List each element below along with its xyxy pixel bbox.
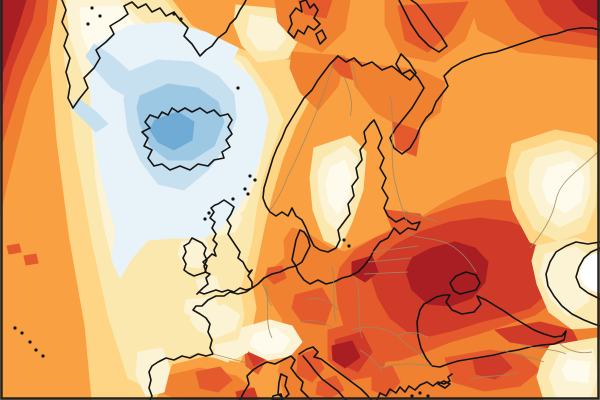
anomaly-atlantic-spot-orangered-a xyxy=(6,243,22,255)
border-norway-sweden xyxy=(269,61,335,211)
anomaly-iceland-strong-blue xyxy=(149,111,195,151)
coastline-novaya-zemlya-south xyxy=(395,53,417,81)
island-dot xyxy=(243,187,247,191)
coastline-corsica xyxy=(277,373,290,400)
island-dot xyxy=(207,211,211,215)
island-dot xyxy=(248,174,252,178)
coastline-adriatic-east xyxy=(298,346,372,400)
border-baltic-states-b xyxy=(367,257,413,263)
anomaly-southeast-white xyxy=(561,359,591,384)
island-dot xyxy=(98,14,102,18)
border-turkey-interior xyxy=(469,371,519,381)
anomaly-turkey-red xyxy=(472,354,513,380)
anomaly-svalbard-orange xyxy=(274,0,351,53)
coastline-caspian-shore xyxy=(575,247,600,300)
border-volga-kazakh xyxy=(529,149,600,249)
border-bulgaria-danube xyxy=(379,363,433,369)
border-hungary-romania xyxy=(351,326,399,337)
border-ukraine-romania xyxy=(397,335,425,359)
border-belarus-russia xyxy=(403,209,439,223)
island-dot xyxy=(253,178,257,182)
border-baltic-states-a xyxy=(371,245,419,253)
coastline-marmara xyxy=(437,380,451,389)
anomaly-caspian-cream xyxy=(539,246,592,317)
coastline-greenland xyxy=(61,0,247,109)
island-dot xyxy=(246,192,250,196)
anomaly-greenland-tip-light-blue xyxy=(71,97,109,133)
island-dot xyxy=(41,354,45,358)
anomaly-france-cream-a xyxy=(189,304,241,339)
coastline-scandinavia-baltic xyxy=(262,55,421,285)
island-dot xyxy=(236,86,240,90)
coastline-italy-east xyxy=(302,355,347,400)
border-norway-russia xyxy=(351,63,359,89)
anomaly-labrador-corner-darkred xyxy=(0,0,27,81)
border-france-germany xyxy=(265,285,273,339)
border-turkey-georgia xyxy=(559,343,593,354)
island-dot xyxy=(90,6,94,10)
anomaly-italy-orangered-b xyxy=(315,375,345,399)
border-benelux xyxy=(261,283,273,307)
coastline-caspian-lowland xyxy=(545,241,600,327)
anomaly-greece-orangered xyxy=(371,365,401,397)
anomaly-kola-whitesea-orange xyxy=(349,61,446,133)
coastline-svalbard-main xyxy=(287,0,321,39)
border-pyrenees xyxy=(212,353,252,365)
border-poland-ukraine xyxy=(355,277,363,339)
border-serbia xyxy=(359,349,383,373)
coastline-iceland xyxy=(141,107,233,171)
anomaly-ukraine-darkred-core xyxy=(405,241,489,307)
anomaly-germany-orangered xyxy=(291,287,333,326)
border-caucasus-a xyxy=(519,343,567,355)
coastline-sea-of-azov xyxy=(449,271,481,295)
coastline-mediterranean-west xyxy=(239,355,312,400)
coastline-west-europe-iberia xyxy=(148,265,297,400)
anomaly-lowcountries-orangered xyxy=(265,265,287,285)
coastline-black-sea xyxy=(416,294,567,368)
island-dot xyxy=(172,12,176,16)
island-dot xyxy=(342,238,346,242)
island-dot xyxy=(13,326,17,330)
island-dot xyxy=(410,394,414,398)
coastline-britain xyxy=(196,199,253,295)
anomaly-whitesea-orangered xyxy=(392,121,421,157)
anomaly-france-cream-b xyxy=(214,339,249,361)
island-dot xyxy=(20,331,24,335)
border-finland-russia xyxy=(389,95,408,223)
island-dot xyxy=(231,197,235,201)
island-dot xyxy=(426,394,430,398)
anomaly-atlantic-spot-orangered-b xyxy=(23,253,39,266)
island-dot xyxy=(347,244,351,248)
border-czech-austria-a xyxy=(305,298,339,311)
border-romania-north xyxy=(397,331,429,339)
island-dot xyxy=(28,340,32,344)
coastline-greece-aegean xyxy=(376,373,453,400)
coastline-denmark xyxy=(291,229,311,267)
anomaly-kara-corner-darkred xyxy=(571,0,600,23)
border-finland-sweden xyxy=(343,75,353,117)
anomaly-balkan-darkred-spot xyxy=(331,340,361,369)
anomaly-bothnia-white xyxy=(325,159,352,215)
border-germany-poland xyxy=(331,265,337,323)
island-dot xyxy=(418,391,422,395)
border-baltic-states-c xyxy=(363,271,409,275)
coastline-novaya-zemlya-north xyxy=(398,0,448,53)
border-caucasus-b xyxy=(501,349,545,363)
coastline-arctic-russia-coast xyxy=(337,27,600,155)
border-czech-austria-b xyxy=(299,319,335,331)
anomaly-alps-white xyxy=(249,327,291,355)
anomaly-spain-orangered xyxy=(195,366,233,393)
island-dot xyxy=(203,217,207,221)
coastline-svalbard-east xyxy=(315,29,327,45)
coastline-ireland xyxy=(182,237,208,277)
border-ukraine-russia xyxy=(407,233,477,273)
island-dot xyxy=(34,348,38,352)
island-dot xyxy=(179,17,183,21)
anomaly-moldova-darkred-spot xyxy=(351,255,379,283)
island-dot xyxy=(86,22,90,26)
anomaly-svalbard-orangered xyxy=(297,0,333,19)
